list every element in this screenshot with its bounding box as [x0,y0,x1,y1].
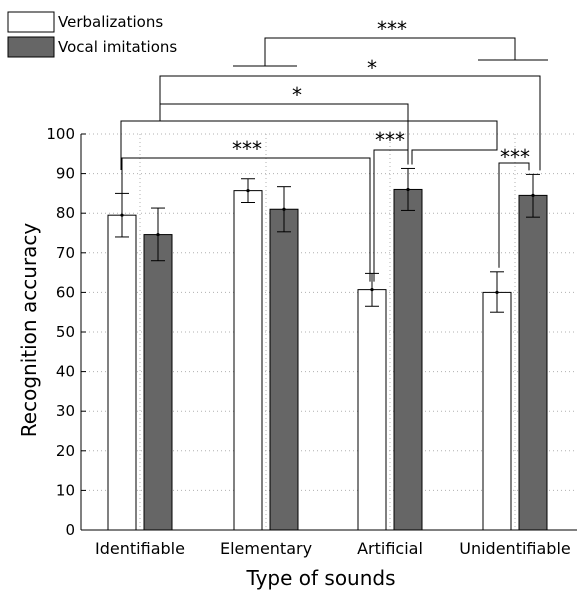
significance-label: *** [377,17,407,41]
legend-label-vocal-imitations: Vocal imitations [58,38,177,56]
x-tick-label: Unidentifiable [459,539,570,558]
y-tick-label: 80 [56,204,75,222]
y-tick-label: 50 [56,323,75,341]
significance-label: * [367,56,377,80]
bracket-artificial-pair [373,149,409,282]
y-axis-title: Recognition accuracy [17,223,41,438]
mean-point [370,288,374,292]
x-tick-label: Artificial [357,539,423,558]
bar [233,190,263,531]
bracket-top [233,37,548,67]
bar [107,214,137,531]
significance-label: * [292,83,302,107]
significance-label: *** [232,137,262,161]
significance-label: *** [500,145,530,169]
bracket-group-artificial [120,120,498,170]
bar [518,194,548,531]
y-tick-label: 70 [56,244,75,262]
mean-point [156,232,160,237]
mean-point [406,187,410,192]
x-tick-label: Elementary [220,539,312,558]
mean-point [495,290,499,294]
legend-label-verbalizations: Verbalizations [58,13,163,31]
legend-swatch-verbalizations [7,11,55,33]
bar [393,188,423,531]
y-tick-label: 90 [56,165,75,183]
legend-swatch-vocal-imitations [7,36,55,58]
axes: 0 10 20 30 40 50 60 70 80 90 100 Identifiable Elemen… [46,125,577,558]
y-tick-label: 10 [56,481,75,499]
grid [81,133,577,530]
significance-brackets: *** *********** [120,17,548,282]
x-axis-title: Type of sounds [245,566,395,590]
bar [357,289,387,531]
legend: Verbalizations Vocal imitations [7,11,177,58]
mean-point [282,207,286,211]
mean-point [120,213,124,217]
bracket-group-unidentifiable [159,75,541,171]
significance-label: *** [375,128,405,152]
y-tick-label: 20 [56,442,75,460]
y-tick-label: 30 [56,402,75,420]
y-tick-label: 100 [46,125,75,143]
bracket-identifiable-artificial [121,157,371,282]
bracket-group-artificial-top [159,103,409,150]
mean-point [246,189,250,193]
bar [143,234,173,531]
x-tick-label: Identifiable [95,539,185,558]
y-tick-label: 40 [56,363,75,381]
y-tick-label: 60 [56,283,75,301]
y-tick-label: 0 [65,521,75,539]
bar [482,291,512,531]
bracket-unidentifiable-pair [498,162,530,268]
bar [269,208,299,531]
bars [107,167,548,531]
mean-point [531,193,535,197]
